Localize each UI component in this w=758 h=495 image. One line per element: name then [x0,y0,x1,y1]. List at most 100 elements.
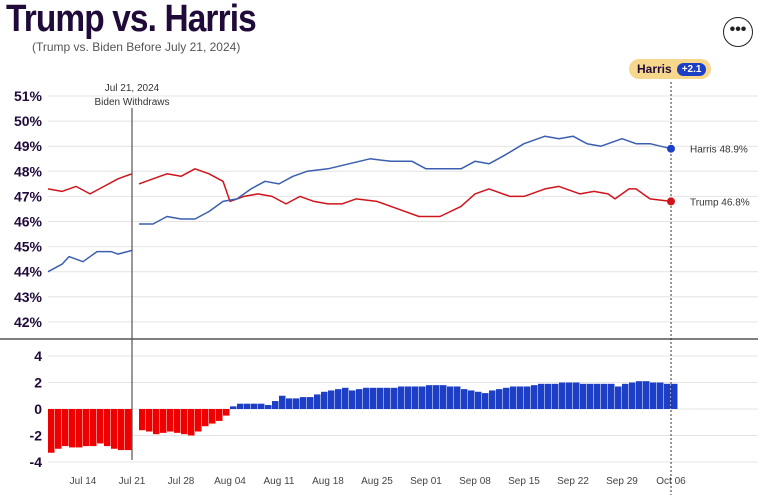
spread-bar [580,383,587,409]
spread-bar [230,406,237,409]
spread-bar [496,389,503,409]
y-tick-label: 4 [34,348,42,364]
spread-bar [538,383,545,409]
spread-bar [272,401,279,409]
spread-bar [55,409,62,449]
x-tick-label: Aug 04 [214,476,246,487]
spread-bar [664,383,671,409]
y-tick-label: 48% [14,163,43,179]
spread-bar [237,403,244,409]
spread-bar [328,390,335,409]
spread-bar [482,393,489,409]
annotation-text: Biden Withdraws [94,97,169,108]
spread-bar [216,409,223,421]
spread-bar [167,409,174,432]
spread-bar [307,397,314,409]
spread-bar [650,382,657,409]
spread-bar [321,391,328,409]
y-tick-label: 50% [14,113,43,129]
spread-bar [622,383,629,409]
y-tick-label: -2 [30,428,43,444]
trump-end-dot [667,197,675,206]
spread-bar [629,382,636,409]
spread-bar [545,383,552,409]
y-tick-label: 49% [14,138,43,154]
page-subtitle: (Trump vs. Biden Before July 21, 2024) [32,40,241,54]
y-tick-label: 47% [14,188,43,204]
x-tick-label: Oct 06 [656,476,686,487]
y-tick-label: 44% [14,264,43,280]
spread-bar [293,398,300,409]
spread-bar [342,387,349,409]
spread-bar [286,398,293,409]
spread-bar [104,409,111,447]
leader-margin-badge: +2.1 [676,62,707,76]
spread-bar [195,409,202,432]
spread-bar [62,409,69,447]
spread-bar [419,386,426,409]
spread-bar [552,383,559,409]
spread-bar [83,409,90,447]
spread-bar [258,403,265,409]
page-title: Trump vs. Harris [6,0,257,40]
spread-bar [279,395,286,409]
spread-bar [573,382,580,409]
spread-bar [48,409,55,453]
spread-bar [447,386,454,409]
x-tick-label: Sep 01 [410,476,442,487]
annotation-date: Jul 21, 2024 [105,83,160,94]
spread-bar [531,385,538,409]
spread-bar [517,386,524,409]
spread-bar [139,409,146,431]
spread-bar [265,405,272,409]
spread-bar [188,409,195,436]
spread-bar [300,397,307,409]
more-horizontal-icon[interactable]: ••• [723,17,753,47]
spread-bar [405,386,412,409]
spread-bar [657,382,664,409]
x-tick-label: Jul 28 [168,476,195,487]
spread-bar [489,390,496,409]
spread-bar [671,383,678,409]
spread-bar [475,391,482,409]
leader-name: Harris [637,62,672,76]
spread-bar [377,387,384,409]
spread-bar [90,409,97,447]
trump-end-label: Trump 46.8% [690,197,750,208]
spread-bar [125,409,132,451]
spread-bar [160,409,167,433]
harris-end-dot [667,144,675,153]
spread-bar [643,381,650,409]
harris-line [47,249,133,273]
spread-bar [503,387,510,409]
spread-bar [454,386,461,409]
y-tick-label: 46% [14,214,43,230]
x-tick-label: Aug 25 [361,476,393,487]
x-tick-label: Sep 22 [557,476,589,487]
spread-bar [76,409,83,448]
x-tick-label: Sep 29 [606,476,638,487]
harris-end-label: Harris 48.9% [690,145,748,156]
spread-bar [202,409,209,427]
y-tick-label: 42% [14,314,43,330]
leader-pill: Harris +2.1 [629,59,712,79]
harris-line [139,135,672,225]
spread-bar [468,390,475,409]
spread-bar [209,409,216,424]
spread-bar [566,382,573,409]
spread-bar [426,385,433,409]
spread-bar [181,409,188,435]
spread-bar [601,383,608,409]
x-tick-label: Aug 18 [312,476,344,487]
spread-bar [118,409,125,451]
spread-bar [524,386,531,409]
y-tick-label: 51% [14,88,43,104]
y-tick-label: 43% [14,289,43,305]
spread-bar [363,387,370,409]
spread-bar [608,383,615,409]
spread-bar [69,409,76,448]
spread-bar [223,409,230,416]
spread-bar [559,382,566,409]
trump-line [138,168,672,218]
